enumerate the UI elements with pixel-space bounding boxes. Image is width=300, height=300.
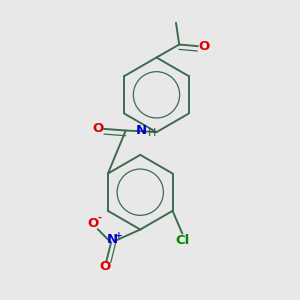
Text: -: - (98, 212, 102, 223)
Text: N: N (136, 124, 147, 137)
Text: O: O (99, 260, 110, 273)
Text: H: H (148, 128, 157, 138)
Text: N: N (107, 233, 118, 246)
Text: O: O (92, 122, 104, 135)
Text: +: + (115, 231, 123, 240)
Text: Cl: Cl (175, 234, 190, 247)
Text: O: O (198, 40, 209, 52)
Text: O: O (88, 217, 99, 230)
